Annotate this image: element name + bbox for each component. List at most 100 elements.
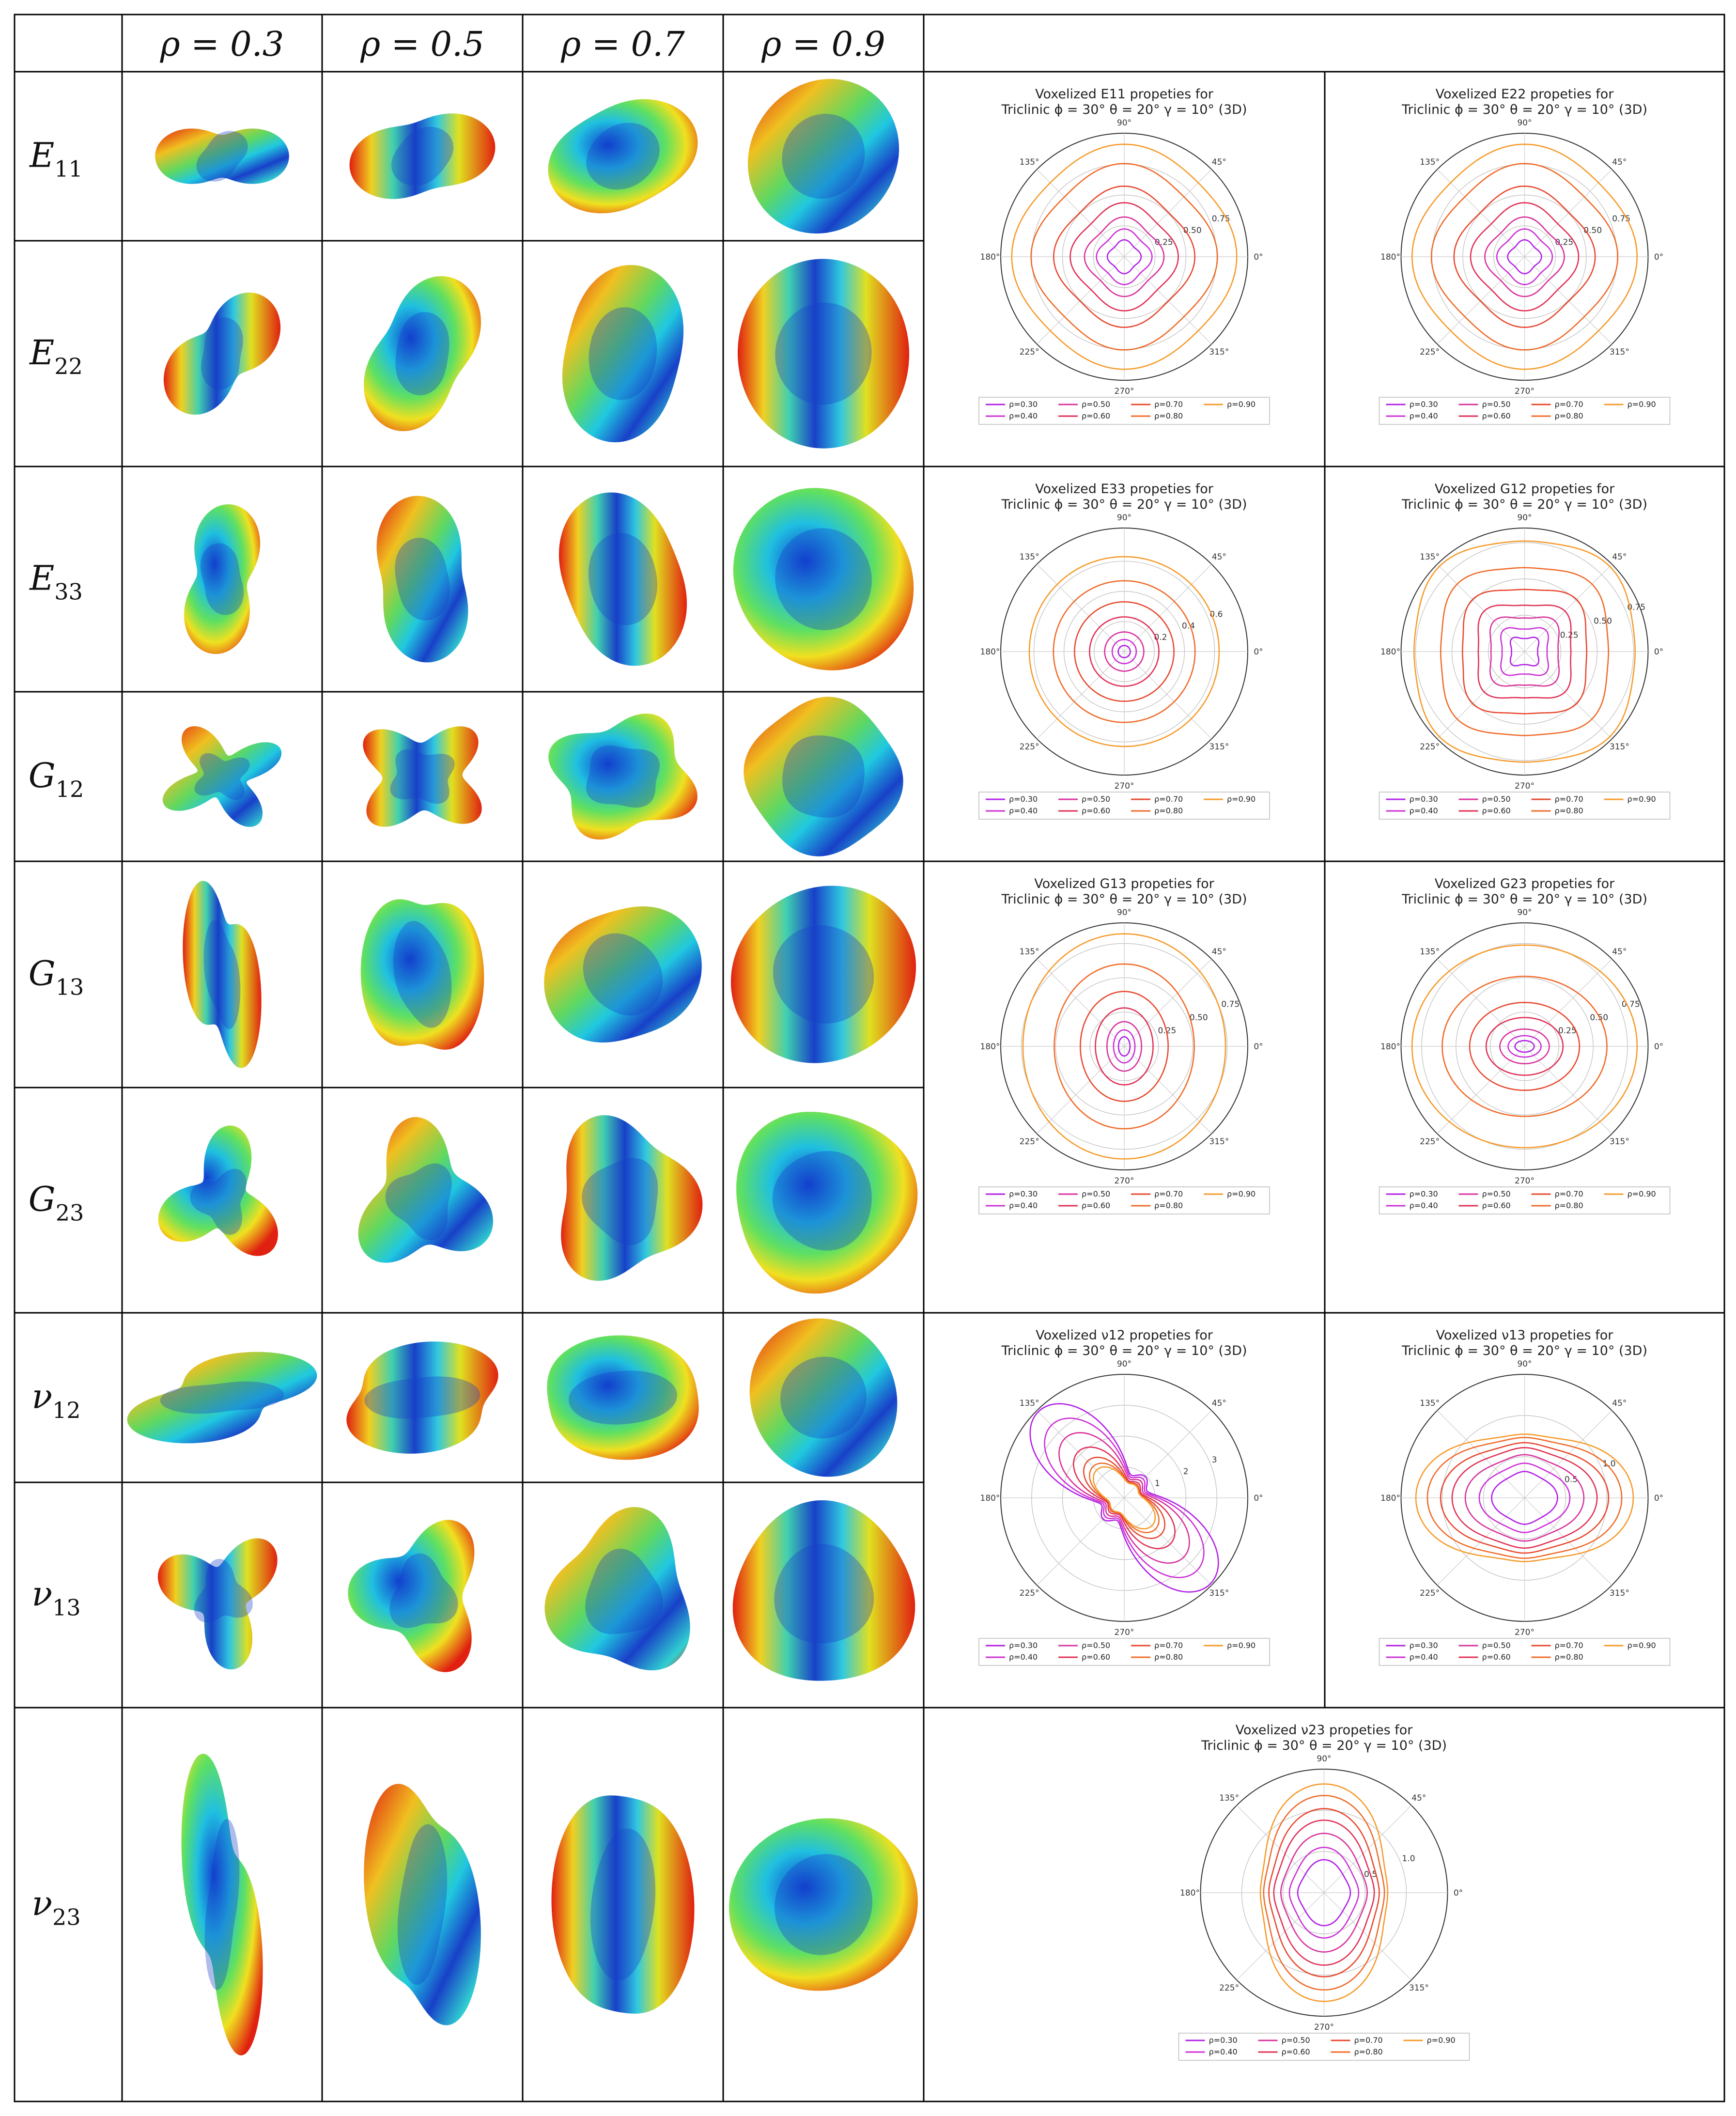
surface-rendering-r6-c4 bbox=[736, 1112, 918, 1294]
series-curve-4 bbox=[1095, 1007, 1154, 1086]
angle-label: 0° bbox=[1254, 1494, 1263, 1503]
angle-label: 270° bbox=[1115, 1628, 1134, 1637]
polar-subtitle-G23: Triclinic ϕ = 30° θ = 20° γ = 10° (3D) bbox=[1401, 892, 1647, 907]
legend-label: ρ=0.80 bbox=[1555, 806, 1583, 815]
series-curve-1 bbox=[1117, 645, 1131, 658]
radial-tick-label: 0.50 bbox=[1190, 1013, 1208, 1023]
legend-label: ρ=0.40 bbox=[1009, 411, 1038, 420]
surface-rendering-r9-c3 bbox=[551, 1795, 695, 2014]
legend-label: ρ=0.40 bbox=[1009, 1652, 1038, 1662]
legend-label: ρ=0.60 bbox=[1082, 1652, 1110, 1662]
angle-label: 180° bbox=[980, 1042, 1000, 1052]
polar-title-G23: Voxelized G23 propeties for bbox=[1435, 876, 1615, 891]
series-curve-1 bbox=[1514, 1040, 1535, 1053]
angle-label: 135° bbox=[1420, 947, 1440, 957]
surface-renderings bbox=[127, 79, 918, 2055]
series-curve-6 bbox=[1030, 163, 1218, 351]
legend-label: ρ=0.40 bbox=[1009, 1201, 1038, 1210]
series-curve-4 bbox=[1451, 1447, 1598, 1549]
table-grid-lines bbox=[14, 14, 1725, 2102]
angle-label: 45° bbox=[1212, 157, 1226, 167]
series-curve-2 bbox=[1096, 228, 1153, 285]
legend-label: ρ=0.30 bbox=[1009, 1189, 1038, 1198]
row-label-2: E22 bbox=[29, 333, 83, 379]
angle-label: 270° bbox=[1115, 387, 1134, 396]
angle-label: 315° bbox=[1209, 1588, 1229, 1598]
angle-label: 315° bbox=[1209, 1137, 1229, 1147]
angle-label: 180° bbox=[980, 1494, 1000, 1503]
series-curve-7 bbox=[1022, 933, 1226, 1160]
angle-label: 0° bbox=[1654, 252, 1663, 262]
series-curve-2 bbox=[1496, 228, 1553, 285]
legend-label: ρ=0.80 bbox=[1154, 1201, 1183, 1210]
legend-label: ρ=0.30 bbox=[1410, 1641, 1438, 1650]
polar-subtitle-G13: Triclinic ϕ = 30° θ = 20° γ = 10° (3D) bbox=[1001, 892, 1247, 907]
legend-label: ρ=0.50 bbox=[1482, 1189, 1511, 1198]
series-curve-7 bbox=[1092, 1466, 1156, 1530]
surface-rendering-r4-c3 bbox=[548, 714, 698, 840]
legend-label: ρ=0.50 bbox=[1082, 794, 1110, 804]
series-curve-1 bbox=[1297, 1859, 1351, 1927]
legend-label: ρ=0.60 bbox=[1082, 806, 1110, 815]
angle-label: 180° bbox=[1180, 1888, 1200, 1898]
legend-label: ρ=0.40 bbox=[1410, 411, 1438, 420]
legend-label: ρ=0.40 bbox=[1410, 806, 1438, 815]
surface-rendering-r5-c4 bbox=[731, 886, 916, 1063]
angle-label: 315° bbox=[1209, 347, 1229, 357]
legend-label: ρ=0.90 bbox=[1628, 1189, 1656, 1198]
angle-label: 45° bbox=[1212, 947, 1226, 957]
series-curve-4 bbox=[1485, 1017, 1564, 1076]
series-curve-5 bbox=[1083, 1456, 1166, 1540]
table-border bbox=[14, 14, 1725, 2102]
angle-label: 225° bbox=[1020, 347, 1039, 357]
legend-label: ρ=0.30 bbox=[1009, 400, 1038, 409]
legend-label: ρ=0.50 bbox=[1482, 400, 1511, 409]
angle-label: 0° bbox=[1254, 647, 1263, 657]
series-curve-5 bbox=[1462, 589, 1588, 715]
angle-label: 180° bbox=[1380, 647, 1400, 657]
series-curve-1 bbox=[1491, 1471, 1558, 1525]
series-curve-2 bbox=[1507, 1035, 1542, 1058]
series-curve-2 bbox=[1500, 627, 1549, 676]
series-curve-6 bbox=[1430, 163, 1619, 351]
angle-label: 45° bbox=[1212, 552, 1226, 562]
radial-tick-label: 0.50 bbox=[1594, 617, 1612, 626]
column-header-2: ρ = 0.5 bbox=[360, 24, 484, 64]
legend-label: ρ=0.60 bbox=[1482, 806, 1511, 815]
radial-tick-label: 0.75 bbox=[1212, 214, 1230, 224]
polar-title-v12: Voxelized ν12 propeties for bbox=[1036, 1328, 1213, 1343]
series-curve-1 bbox=[1509, 637, 1540, 667]
angle-label: 180° bbox=[1380, 1042, 1400, 1052]
surface-rendering-r9-c2 bbox=[364, 1784, 481, 2025]
series-curve-3 bbox=[1464, 1454, 1585, 1542]
row-label-4: G12 bbox=[29, 756, 84, 802]
series-curve-6 bbox=[1263, 1795, 1385, 1991]
angle-label: 0° bbox=[1254, 252, 1263, 262]
legend-box bbox=[1379, 1186, 1671, 1214]
series-curve-1 bbox=[1106, 239, 1142, 275]
surface-rendering-r1-c4 bbox=[748, 79, 899, 233]
radial-tick-label: 0.25 bbox=[1558, 1026, 1577, 1036]
surface-rendering-r7-c1 bbox=[127, 1352, 317, 1444]
series-curve-4 bbox=[1070, 202, 1179, 311]
legend-label: ρ=0.50 bbox=[1482, 794, 1511, 804]
legend-label: ρ=0.90 bbox=[1227, 400, 1256, 409]
series-curve-7 bbox=[1259, 1783, 1389, 2002]
legend-label: ρ=0.60 bbox=[1282, 2047, 1310, 2056]
series-curve-7 bbox=[1411, 143, 1638, 370]
radial-tick-label: 0.5 bbox=[1565, 1475, 1578, 1484]
angle-label: 45° bbox=[1612, 947, 1627, 957]
angle-label: 270° bbox=[1515, 781, 1534, 791]
angle-label: 90° bbox=[1117, 908, 1132, 918]
series-curve-6 bbox=[1426, 1436, 1623, 1559]
polar-subtitle-v13: Triclinic ϕ = 30° θ = 20° γ = 10° (3D) bbox=[1401, 1343, 1647, 1358]
surface-rendering-r2-c1 bbox=[163, 293, 281, 415]
polar-title-v13: Voxelized ν13 propeties for bbox=[1436, 1328, 1614, 1343]
row-label-6: G23 bbox=[29, 1180, 84, 1226]
legend-label: ρ=0.80 bbox=[1555, 1201, 1583, 1210]
angle-label: 45° bbox=[1612, 1399, 1627, 1408]
